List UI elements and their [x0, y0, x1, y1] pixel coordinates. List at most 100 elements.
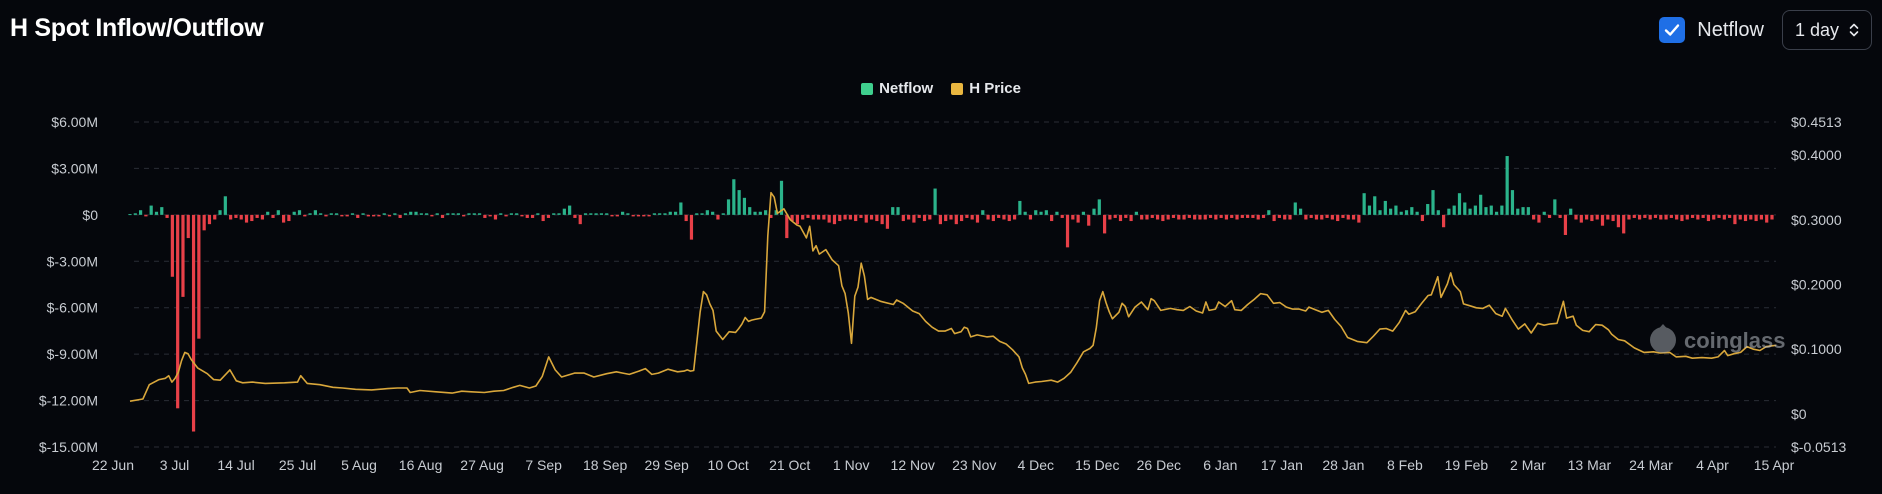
netflow-bar [875, 214, 879, 222]
netflow-bar [769, 214, 773, 218]
netflow-bar [144, 214, 148, 217]
netflow-bar [462, 214, 466, 217]
netflow-bar [234, 214, 238, 218]
x-tick-label: 10 Oct [708, 457, 749, 473]
netflow-bar [536, 213, 540, 215]
legend-item-netflow[interactable]: Netflow [861, 80, 933, 97]
netflow-bar [594, 213, 598, 215]
x-tick-label: 21 Oct [769, 457, 810, 473]
netflow-bar [1627, 214, 1631, 220]
netflow-bar [255, 214, 259, 218]
netflow-bar [244, 214, 249, 223]
up-down-chevron-icon [1849, 23, 1859, 37]
netflow-bar [1071, 214, 1075, 220]
x-tick-label: 13 Mar [1568, 457, 1612, 473]
netflow-bar [350, 213, 355, 215]
netflow-bar [621, 211, 625, 215]
netflow-bar [1145, 214, 1149, 220]
interval-select[interactable]: 1 day [1781, 10, 1872, 50]
netflow-bar [170, 214, 174, 277]
netflow-bar [1468, 208, 1472, 215]
netflow-bar [403, 213, 408, 215]
netflow-bar [801, 214, 805, 220]
y-right-tick-label: $0.4000 [1791, 147, 1842, 163]
netflow-bar [832, 214, 837, 225]
netflow-bar [1182, 214, 1186, 220]
netflow-bar [631, 214, 635, 217]
netflow-bar [1362, 193, 1366, 215]
x-tick-label: 4 Apr [1696, 457, 1729, 473]
netflow-bar [1208, 214, 1213, 218]
netflow-bar [1558, 214, 1562, 218]
netflow-bar [1537, 214, 1541, 223]
netflow-bar [975, 214, 980, 223]
netflow-bar [689, 214, 694, 240]
x-tick-label: 19 Feb [1445, 457, 1489, 473]
x-tick-label: 16 Aug [399, 457, 443, 473]
netflow-bar [393, 213, 397, 215]
netflow-bar [1643, 214, 1647, 218]
netflow-bar [1224, 214, 1229, 220]
netflow-toggle[interactable]: Netflow [1659, 17, 1764, 43]
netflow-bar [1399, 211, 1403, 215]
netflow-bar [1261, 214, 1266, 218]
netflow-bar [467, 213, 471, 215]
netflow-bar [1134, 211, 1138, 215]
netflow-bar [991, 214, 995, 222]
netflow-bar [864, 214, 868, 223]
netflow-bar [1410, 207, 1414, 215]
netflow-bar [949, 214, 953, 220]
netflow-bar [1494, 211, 1499, 215]
netflow-bar [811, 214, 815, 220]
netflow-bar [636, 214, 641, 217]
legend-item-price[interactable]: H Price [951, 80, 1021, 97]
legend-label-netflow: Netflow [879, 80, 934, 97]
netflow-bar [843, 214, 847, 220]
netflow-bar [1759, 214, 1764, 220]
netflow-bar [1754, 214, 1758, 222]
netflow-bar [483, 214, 487, 218]
netflow-bar [477, 213, 482, 215]
netflow-bar [414, 211, 418, 215]
netflow-bar [970, 214, 974, 220]
netflow-bar [1092, 208, 1096, 215]
netflow-bar [933, 188, 937, 215]
netflow-bar [1065, 214, 1070, 248]
netflow-checkbox[interactable] [1659, 17, 1686, 43]
x-tick-label: 15 Apr [1754, 457, 1795, 473]
netflow-bar [726, 199, 731, 215]
netflow-bar [1198, 214, 1202, 220]
netflow-bar [493, 214, 498, 220]
netflow-bar [732, 179, 736, 215]
netflow-bar [202, 214, 206, 231]
netflow-bar [1579, 214, 1583, 223]
netflow-bar [218, 210, 222, 215]
netflow-bar [1479, 194, 1483, 215]
netflow-bar [488, 214, 492, 217]
netflow-bar [1394, 205, 1398, 215]
netflow-bar [340, 214, 344, 217]
netflow-bar [1728, 214, 1732, 218]
netflow-bar [774, 210, 778, 215]
netflow-bar [334, 213, 339, 215]
netflow-bar [282, 214, 286, 223]
coinglass-logo-shape [1655, 324, 1671, 351]
netflow-bar [1150, 214, 1154, 218]
netflow-bar [425, 213, 429, 215]
netflow-bar [154, 211, 159, 215]
netflow-bar [938, 214, 943, 225]
netflow-bar [1765, 214, 1769, 223]
y-left-tick-label: $-6.00M [47, 300, 98, 316]
netflow-bar [1272, 214, 1276, 222]
netflow-bar [647, 214, 651, 217]
netflow-bar [668, 211, 672, 215]
netflow-bar [1298, 208, 1303, 215]
y-left-tick-label: $3.00M [51, 160, 98, 176]
netflow-bar [1669, 214, 1673, 218]
netflow-bar [387, 214, 392, 217]
netflow-bar [250, 214, 254, 222]
netflow-bar [1187, 214, 1191, 218]
netflow-bar [308, 213, 312, 215]
netflow-bar [1622, 214, 1626, 234]
netflow-bar [785, 214, 789, 239]
